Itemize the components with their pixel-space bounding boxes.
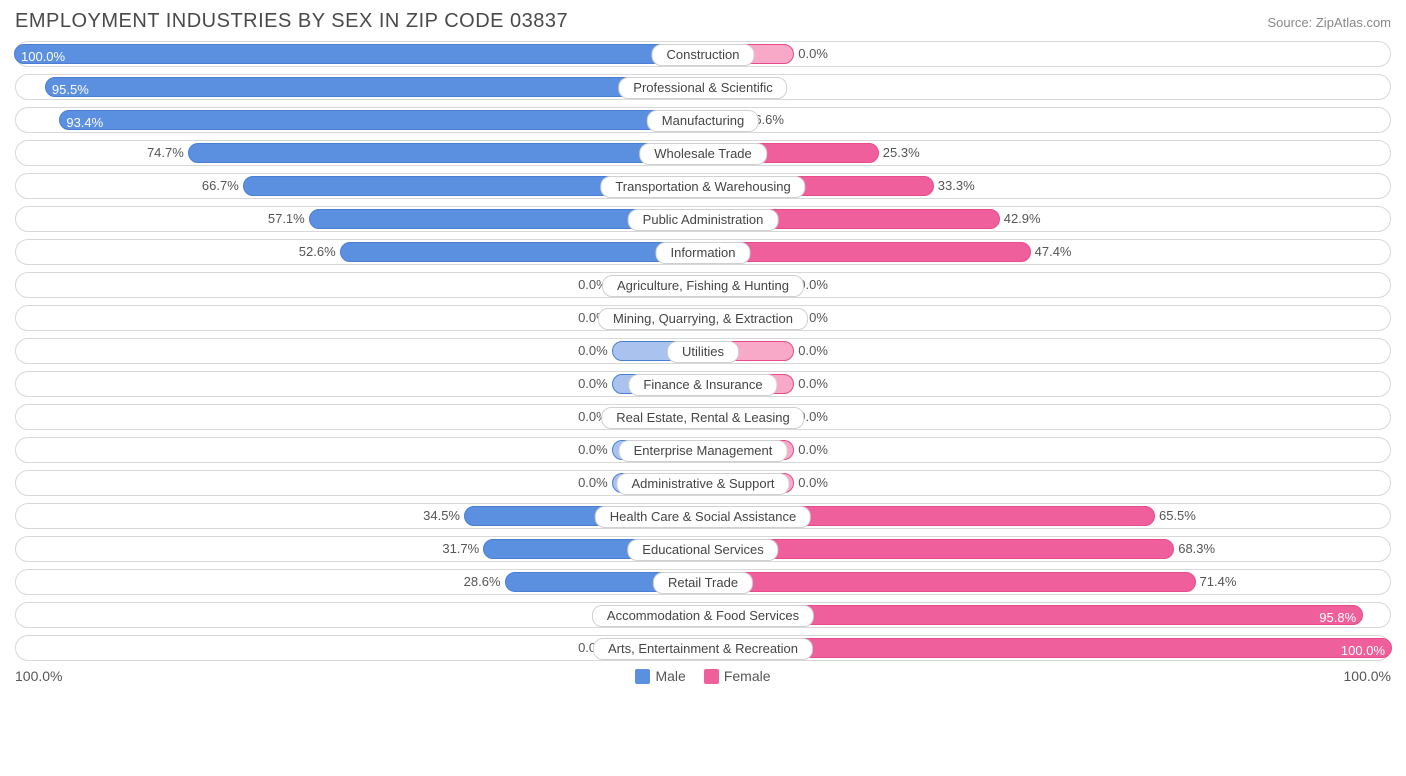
male-bar <box>188 143 703 163</box>
chart-row: 52.6% 47.4% Information <box>15 239 1391 265</box>
category-label: Transportation & Warehousing <box>600 176 805 198</box>
category-label: Enterprise Management <box>619 440 788 462</box>
axis-left-label: 100.0% <box>15 668 62 684</box>
male-pct: 0.0% <box>578 339 608 363</box>
chart-row: 0.0%100.0%Arts, Entertainment & Recreati… <box>15 635 1391 661</box>
female-pct: 65.5% <box>1159 504 1196 528</box>
female-pct: 71.4% <box>1200 570 1237 594</box>
male-pct: 93.4% <box>66 111 103 135</box>
category-label: Mining, Quarrying, & Extraction <box>598 308 808 330</box>
axis-right-label: 100.0% <box>1344 668 1391 684</box>
male-bar: 93.4% <box>59 110 703 130</box>
male-pct: 0.0% <box>578 438 608 462</box>
legend-female-label: Female <box>724 668 771 684</box>
chart-row: 28.6% 71.4% Retail Trade <box>15 569 1391 595</box>
legend: Male Female <box>635 668 770 684</box>
category-label: Educational Services <box>627 539 778 561</box>
chart-row: 4.2%95.8%Accommodation & Food Services <box>15 602 1391 628</box>
female-pct: 68.3% <box>1178 537 1215 561</box>
category-label: Professional & Scientific <box>618 77 787 99</box>
male-bar: 95.5% <box>45 77 703 97</box>
female-pct: 0.0% <box>798 372 828 396</box>
category-label: Real Estate, Rental & Leasing <box>601 407 804 429</box>
chart-row: 0.0%0.0%Real Estate, Rental & Leasing <box>15 404 1391 430</box>
female-pct: 25.3% <box>883 141 920 165</box>
male-pct: 0.0% <box>578 471 608 495</box>
female-pct: 42.9% <box>1004 207 1041 231</box>
legend-male: Male <box>635 668 685 684</box>
female-pct: 0.0% <box>798 339 828 363</box>
chart-footer: 100.0% Male Female 100.0% <box>15 668 1391 684</box>
category-label: Construction <box>652 44 755 66</box>
chart-row: 34.5% 65.5% Health Care & Social Assistanc… <box>15 503 1391 529</box>
category-label: Administrative & Support <box>616 473 789 495</box>
male-pct: 95.5% <box>52 78 89 102</box>
female-pct: 0.0% <box>798 438 828 462</box>
legend-male-swatch <box>635 669 650 684</box>
category-label: Public Administration <box>628 209 779 231</box>
male-pct: 74.7% <box>147 141 184 165</box>
female-pct: 0.0% <box>798 42 828 66</box>
chart-source: Source: ZipAtlas.com <box>1267 15 1391 30</box>
chart-row: 57.1% 42.9% Public Administration <box>15 206 1391 232</box>
category-label: Health Care & Social Assistance <box>595 506 811 528</box>
male-pct: 31.7% <box>442 537 479 561</box>
female-pct: 0.0% <box>798 471 828 495</box>
female-bar <box>703 572 1196 592</box>
chart-header: EMPLOYMENT INDUSTRIES BY SEX IN ZIP CODE… <box>15 10 1391 33</box>
chart-row: 74.7% 25.3% Wholesale Trade <box>15 140 1391 166</box>
chart-row: 93.4%6.6%Manufacturing <box>15 107 1391 133</box>
female-bar <box>703 242 1031 262</box>
female-pct: 47.4% <box>1035 240 1072 264</box>
male-pct: 34.5% <box>423 504 460 528</box>
male-bar: 100.0% <box>14 44 703 64</box>
chart-row: 100.0% 0.0% Construction <box>15 41 1391 67</box>
category-label: Retail Trade <box>653 572 753 594</box>
female-pct: 95.8% <box>1319 606 1356 630</box>
female-pct: 33.3% <box>938 174 975 198</box>
legend-male-label: Male <box>655 668 685 684</box>
chart-row: 0.0% 0.0% Utilities <box>15 338 1391 364</box>
category-label: Arts, Entertainment & Recreation <box>593 638 813 660</box>
male-pct: 100.0% <box>21 45 65 69</box>
chart-row: 31.7% 68.3% Educational Services <box>15 536 1391 562</box>
category-label: Manufacturing <box>647 110 759 132</box>
legend-female: Female <box>704 668 771 684</box>
male-bar <box>340 242 703 262</box>
chart-row: 66.7% 33.3% Transportation & Warehousing <box>15 173 1391 199</box>
chart-row: 0.0%0.0%Mining, Quarrying, & Extraction <box>15 305 1391 331</box>
category-label: Agriculture, Fishing & Hunting <box>602 275 804 297</box>
female-pct: 100.0% <box>1341 639 1385 663</box>
male-pct: 57.1% <box>268 207 305 231</box>
legend-female-swatch <box>704 669 719 684</box>
male-pct: 0.0% <box>578 372 608 396</box>
chart-row: 0.0% 0.0% Enterprise Management <box>15 437 1391 463</box>
male-pct: 66.7% <box>202 174 239 198</box>
category-label: Utilities <box>667 341 739 363</box>
chart-title: EMPLOYMENT INDUSTRIES BY SEX IN ZIP CODE… <box>15 10 568 33</box>
category-label: Accommodation & Food Services <box>592 605 814 627</box>
category-label: Information <box>655 242 750 264</box>
male-pct: 52.6% <box>299 240 336 264</box>
chart-row: 0.0%0.0%Agriculture, Fishing & Hunting <box>15 272 1391 298</box>
diverging-bar-chart: 100.0% 0.0% Construction 95.5%4.6%Professio… <box>15 41 1391 661</box>
male-pct: 28.6% <box>464 570 501 594</box>
category-label: Finance & Insurance <box>628 374 777 396</box>
chart-row: 0.0% 0.0% Finance & Insurance <box>15 371 1391 397</box>
category-label: Wholesale Trade <box>639 143 767 165</box>
chart-row: 95.5%4.6%Professional & Scientific <box>15 74 1391 100</box>
chart-row: 0.0% 0.0% Administrative & Support <box>15 470 1391 496</box>
